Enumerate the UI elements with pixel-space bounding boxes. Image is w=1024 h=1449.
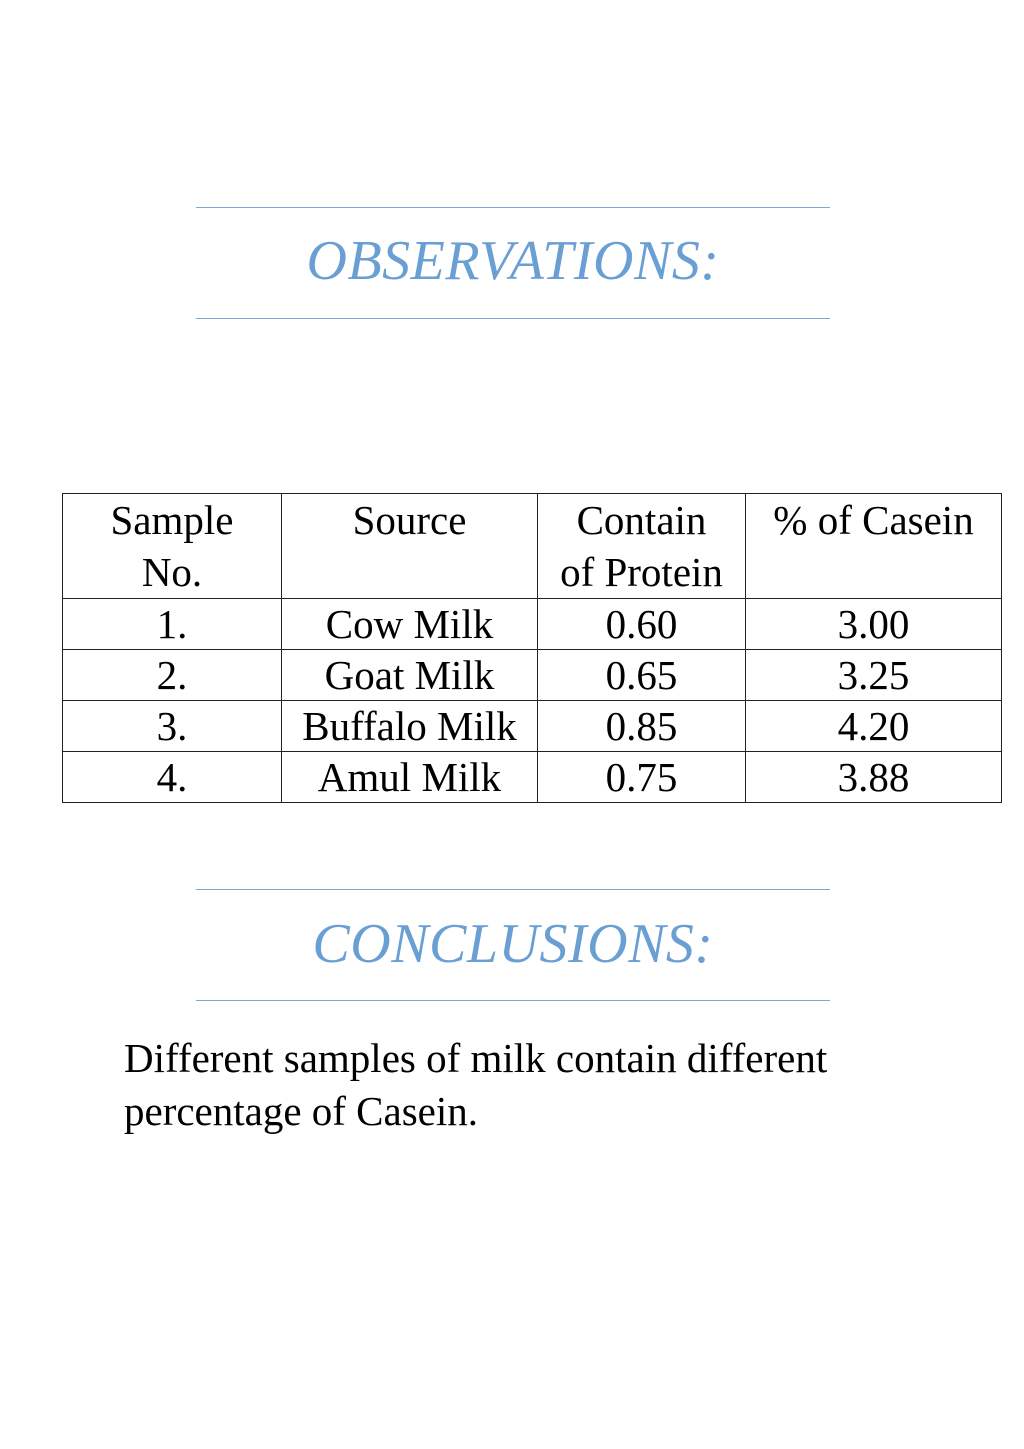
cell-protein: 0.85	[537, 700, 746, 752]
conclusion-paragraph: Different samples of milk contain differ…	[124, 1035, 828, 1134]
cell-source: Amul Milk	[281, 751, 538, 803]
observations-rule-bottom	[196, 318, 830, 319]
observations-rule-top	[196, 207, 830, 208]
header-protein: Contain of Protein	[537, 493, 746, 599]
cell-casein: 3.00	[745, 598, 1002, 650]
cell-protein: 0.75	[537, 751, 746, 803]
cell-casein: 4.20	[745, 700, 1002, 752]
cell-protein: 0.60	[537, 598, 746, 650]
cell-source: Goat Milk	[281, 649, 538, 701]
cell-source: Cow Milk	[281, 598, 538, 650]
cell-protein: 0.65	[537, 649, 746, 701]
conclusions-heading: CONCLUSIONS:	[312, 913, 714, 975]
header-sample-line2: No.	[141, 549, 203, 595]
table-row: 1. Cow Milk 0.60 3.00	[62, 598, 1002, 650]
table-row: 3. Buffalo Milk 0.85 4.20	[62, 700, 1002, 752]
header-casein-label: % of Casein	[773, 497, 974, 543]
cell-sample-no: 2.	[62, 649, 282, 701]
table-row: 4. Amul Milk 0.75 3.88	[62, 751, 1002, 803]
conclusions-rule-bottom	[196, 1000, 830, 1001]
table-header-row: Sample No. Source Contain of Protein % o…	[62, 493, 1002, 599]
header-protein-line1: Contain	[576, 497, 707, 543]
header-source-label: Source	[352, 497, 467, 543]
cell-sample-no: 1.	[62, 598, 282, 650]
conclusions-rule-top	[196, 889, 830, 890]
cell-casein: 3.25	[745, 649, 1002, 701]
header-sample-no: Sample No.	[62, 493, 282, 599]
cell-sample-no: 4.	[62, 751, 282, 803]
header-protein-line2: of Protein	[560, 549, 723, 595]
header-source: Source	[281, 493, 538, 599]
observations-table: Sample No. Source Contain of Protein % o…	[62, 493, 1002, 803]
cell-casein: 3.88	[745, 751, 1002, 803]
observations-heading: OBSERVATIONS:	[306, 230, 720, 292]
cell-sample-no: 3.	[62, 700, 282, 752]
header-sample-line1: Sample	[110, 497, 234, 543]
cell-source: Buffalo Milk	[281, 700, 538, 752]
header-casein: % of Casein	[745, 493, 1002, 599]
table-row: 2. Goat Milk 0.65 3.25	[62, 649, 1002, 701]
